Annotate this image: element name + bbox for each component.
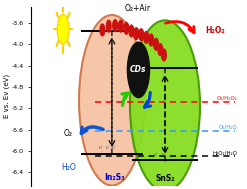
Text: H₂O₂/H₂O: H₂O₂/H₂O	[212, 150, 237, 155]
Circle shape	[139, 29, 144, 41]
Text: In₂S₃: In₂S₃	[104, 173, 124, 182]
Text: CDs: CDs	[130, 65, 147, 74]
Circle shape	[119, 20, 123, 32]
Text: h⁺: h⁺	[162, 153, 166, 157]
Circle shape	[127, 42, 149, 98]
Circle shape	[129, 25, 134, 37]
Circle shape	[158, 44, 163, 56]
Circle shape	[113, 20, 117, 32]
Ellipse shape	[130, 20, 200, 189]
Text: H₂O: H₂O	[61, 163, 76, 172]
Text: h⁺: h⁺	[112, 146, 116, 150]
Text: O₂: O₂	[64, 129, 73, 138]
Circle shape	[106, 20, 111, 32]
Text: O₂/H₂O: O₂/H₂O	[218, 125, 237, 130]
Ellipse shape	[79, 15, 145, 186]
Circle shape	[134, 28, 139, 40]
Y-axis label: E vs. Ev (eV): E vs. Ev (eV)	[3, 74, 10, 118]
Circle shape	[149, 34, 154, 46]
Circle shape	[57, 14, 69, 44]
Text: SnS₂: SnS₂	[155, 174, 175, 183]
Text: O₂+Air: O₂+Air	[124, 4, 150, 13]
Text: H₂O₂: H₂O₂	[205, 26, 225, 35]
Circle shape	[124, 22, 129, 34]
Text: h⁺: h⁺	[99, 146, 104, 150]
Circle shape	[154, 38, 158, 50]
Text: O₂/H₂O₂: O₂/H₂O₂	[216, 96, 237, 101]
Text: h⁺: h⁺	[105, 146, 110, 150]
Circle shape	[162, 49, 166, 61]
Circle shape	[144, 32, 149, 43]
Text: h⁺: h⁺	[154, 153, 159, 157]
Circle shape	[100, 24, 105, 36]
